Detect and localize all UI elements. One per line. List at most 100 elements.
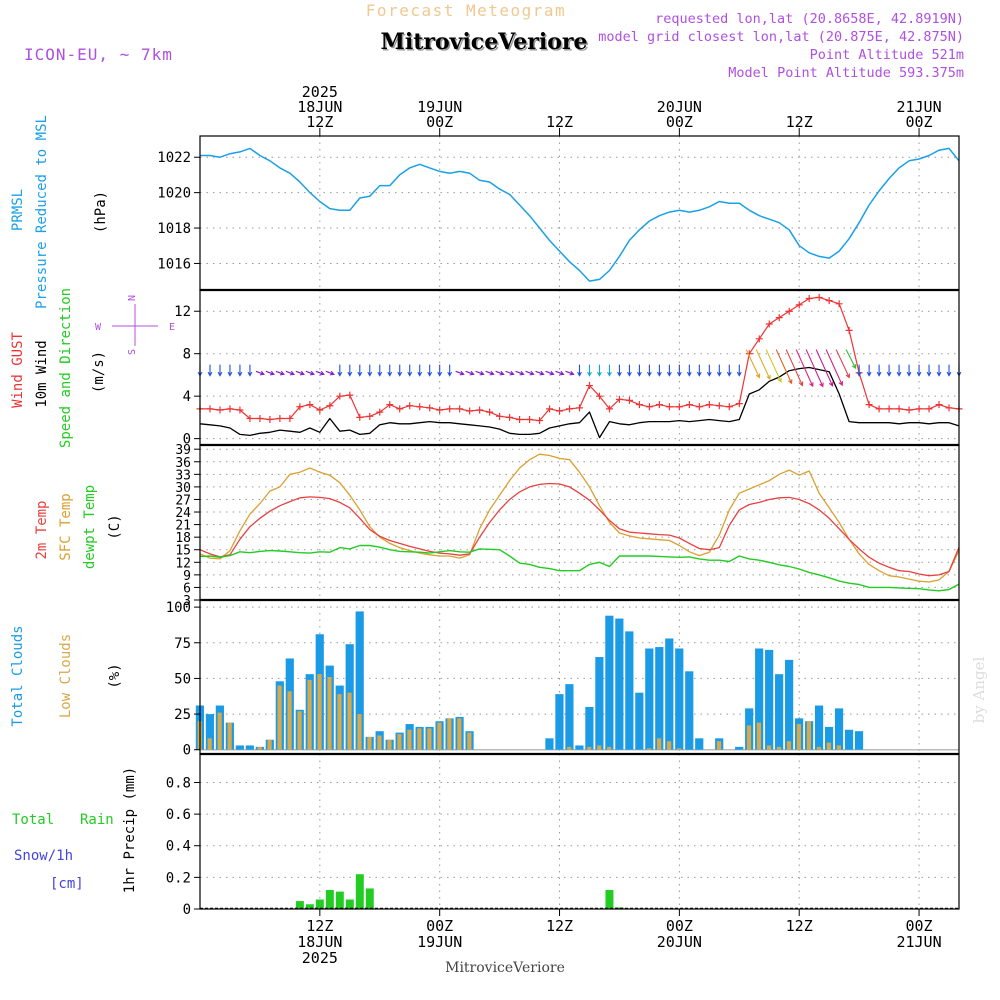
- gust-marker: [356, 413, 364, 421]
- wind-direction-arrow: [505, 370, 515, 376]
- wind-direction-arrow: [755, 349, 771, 380]
- wind-direction-arrow: [495, 370, 505, 376]
- pressure-unit: (hPa): [93, 191, 109, 233]
- time-label-bottom: 12Z: [306, 917, 333, 935]
- wind-direction-arrow: [565, 370, 575, 376]
- total-cloud-bar: [854, 731, 864, 750]
- gust-marker: [825, 297, 833, 305]
- clouds-ylabel-1: Total Clouds: [10, 625, 26, 726]
- gust-marker: [815, 293, 823, 301]
- gust-marker: [456, 405, 464, 413]
- requested-coords: requested lon,lat (20.8658E, 42.8919N): [655, 11, 964, 27]
- low-cloud-bar: [387, 739, 392, 750]
- wind-direction-arrow: [666, 364, 672, 377]
- wind-direction-arrow: [377, 364, 383, 377]
- total-cloud-bar: [685, 671, 694, 750]
- wind-direction-arrow: [765, 349, 782, 383]
- rain-bar: [345, 899, 354, 909]
- gust-marker: [346, 391, 354, 399]
- low-cloud-bar: [806, 721, 811, 750]
- total-cloud-bar: [655, 647, 664, 750]
- rain-bar: [315, 899, 324, 909]
- time-label-top: 12Z: [786, 113, 813, 131]
- gust-marker: [486, 408, 494, 416]
- gust-marker: [885, 405, 893, 413]
- gust-marker: [875, 405, 883, 413]
- panel-frame: [199, 135, 960, 291]
- precip-label-rain: Rain: [80, 812, 114, 828]
- closest-coords: model grid closest lon,lat (20.875E, 42.…: [598, 29, 964, 45]
- temp-ylabel-2: SFC Temp: [58, 493, 74, 560]
- wind-direction-arrow: [946, 364, 952, 377]
- total-cloud-bar: [814, 705, 824, 750]
- time-label-top: 00Z: [426, 113, 453, 131]
- gust-marker: [685, 401, 693, 409]
- wind-direction-arrow: [577, 364, 582, 377]
- wind-direction-arrow: [676, 364, 682, 377]
- low-cloud-bar: [277, 685, 282, 750]
- time-label-top: 00Z: [666, 113, 693, 131]
- gust-marker: [655, 401, 663, 409]
- gust-marker: [935, 401, 943, 409]
- low-cloud-bar: [657, 738, 662, 750]
- time-label-top: 20JUN: [657, 98, 702, 116]
- low-cloud-bar: [676, 748, 682, 750]
- low-cloud-bar: [766, 745, 772, 750]
- wind-direction-arrow: [367, 364, 373, 377]
- low-cloud-bar: [367, 736, 372, 750]
- wind-direction-arrow: [325, 370, 335, 376]
- total-cloud-bar: [785, 659, 794, 750]
- time-label-bottom: 00Z: [906, 917, 933, 935]
- low-cloud-bar: [287, 691, 292, 750]
- y-tick-label: 75: [174, 636, 191, 652]
- total-cloud-bar: [205, 714, 214, 750]
- low-cloud-bar: [377, 735, 382, 750]
- axis-labels: 1016101810201022048123691215182124273033…: [157, 83, 941, 967]
- gust-marker: [276, 414, 284, 422]
- y-tick-label: 12: [175, 556, 191, 571]
- gust-marker: [306, 401, 314, 409]
- wind-direction-arrow: [886, 364, 892, 377]
- gust-marker: [765, 320, 773, 328]
- compass-w: W: [95, 322, 102, 333]
- wind-direction-arrow: [217, 364, 223, 377]
- gust-marker: [446, 405, 454, 413]
- total-cloud-bar: [645, 648, 654, 750]
- gust-marker: [615, 395, 623, 403]
- gust-marker: [915, 405, 923, 413]
- y-tick-label: 1020: [157, 186, 191, 202]
- wind-direction-arrow: [926, 364, 932, 377]
- wind-direction-arrow: [775, 349, 793, 385]
- wind-direction-arrow: [706, 364, 712, 377]
- total-cloud-bar: [235, 745, 244, 750]
- low-cloud-bar: [666, 741, 672, 750]
- gust-marker: [376, 408, 384, 416]
- total-cloud-bar: [675, 648, 684, 750]
- footer-location: MitroviceVeriore: [445, 960, 565, 976]
- wind-direction-arrow: [726, 364, 732, 377]
- y-tick-label: 0: [183, 743, 191, 759]
- time-label-top: 19JUN: [417, 98, 462, 116]
- low-cloud-bar: [587, 746, 592, 750]
- gust-marker: [286, 414, 294, 422]
- wind-direction-arrow: [275, 370, 285, 376]
- rain-bar: [365, 888, 374, 909]
- wind-direction-arrow: [587, 364, 592, 377]
- low-cloud-bar: [207, 738, 212, 750]
- model-name: ICON-EU, ~ 7km: [24, 45, 173, 64]
- wind-direction-arrow: [906, 364, 912, 377]
- wind-direction-arrow: [856, 364, 862, 377]
- wind-direction-arrow: [876, 364, 882, 377]
- time-label-bottom: 18JUN: [297, 933, 342, 951]
- rain-bar: [605, 890, 614, 909]
- total-cloud-bar: [595, 657, 604, 750]
- gust-marker: [506, 413, 514, 421]
- low-cloud-bar: [776, 746, 782, 750]
- y-tick-label: 12: [174, 304, 191, 320]
- gust-marker: [625, 396, 633, 404]
- total-cloud-bar: [605, 615, 614, 750]
- wind-direction-arrow: [437, 364, 443, 377]
- low-cloud-bar: [337, 694, 342, 750]
- y-tick-label: 9: [183, 569, 191, 584]
- y-tick-label: 0: [183, 902, 191, 918]
